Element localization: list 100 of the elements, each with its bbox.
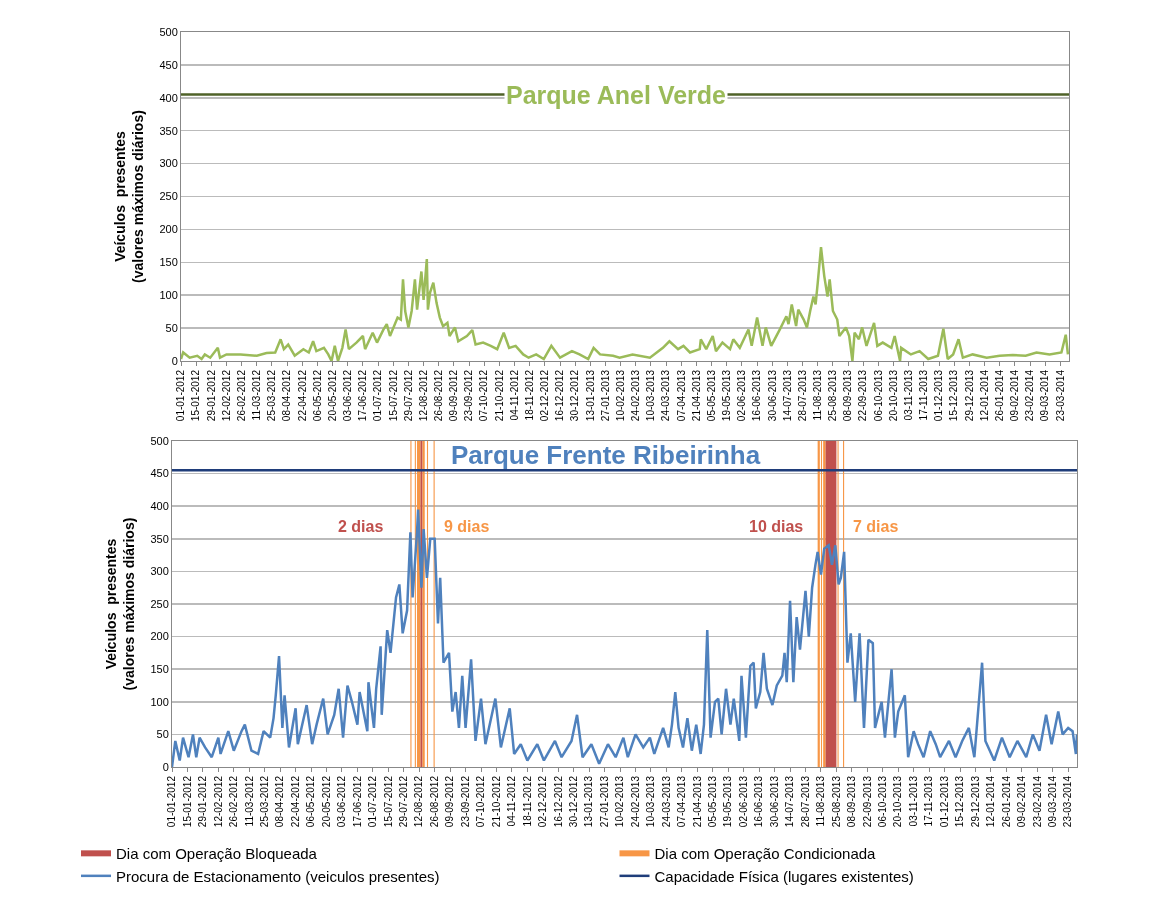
x-tick-label: 09-03-2014	[1039, 369, 1051, 422]
y-tick-label: 250	[159, 190, 178, 203]
x-tick-label: 14-07-2013	[781, 369, 793, 422]
x-tick-label: 30-12-2012	[567, 775, 579, 828]
y-tick-label: 400	[159, 91, 178, 104]
x-tick-label: 01-07-2012	[372, 369, 384, 422]
x-tick-label: 20-05-2012	[320, 775, 332, 828]
x-tick-label: 01-12-2013	[933, 369, 945, 422]
y-tick-label: 100	[150, 695, 169, 708]
x-tick-label: 04-11-2012	[506, 775, 518, 827]
x-tick-label: 12-02-2012	[212, 775, 224, 828]
x-tick-label: 11-08-2013	[815, 775, 827, 827]
x-tick-label: 29-07-2012	[398, 775, 410, 828]
x-tick-label: 15-12-2013	[948, 369, 960, 422]
x-tick-label: 16-06-2013	[753, 775, 765, 828]
x-tick-label: 23-02-2014	[1031, 775, 1043, 828]
x-tick-label: 07-10-2012	[478, 369, 490, 422]
x-tick-label: 16-12-2012	[554, 369, 566, 422]
x-tick-label: 23-09-2012	[463, 369, 475, 422]
x-tick-label: 27-01-2013	[598, 775, 610, 828]
x-tick-label: 05-05-2013	[705, 369, 717, 422]
y-tick-label: 200	[159, 223, 178, 236]
x-tick-label: 23-03-2014	[1062, 775, 1074, 828]
x-tick-label: 04-11-2012	[508, 369, 520, 421]
y-axis-title: Veículos presentes (valores máximos diários)	[102, 517, 138, 691]
legend-label: Capacidade Física (lugares existentes)	[654, 867, 914, 885]
x-tick-label: 18-11-2012	[523, 369, 535, 421]
x-tick-label: 07-04-2013	[675, 369, 687, 422]
x-tick-label: 25-08-2013	[827, 369, 839, 422]
x-tick-label: 08-04-2012	[274, 775, 286, 828]
x-tick-label: 12-01-2014	[985, 775, 997, 828]
x-tick-label: 06-10-2013	[872, 369, 884, 422]
y-axis-title: Veículos presentes (valores máximos diários)	[111, 110, 147, 283]
y-tick-label: 500	[150, 434, 169, 447]
x-tick-label: 06-05-2012	[311, 369, 323, 422]
x-tick-label: 05-05-2013	[707, 775, 719, 828]
x-tick-label: 01-07-2012	[367, 775, 379, 828]
x-tick-label: 09-09-2012	[448, 369, 460, 422]
x-tick-label: 21-04-2013	[690, 369, 702, 422]
x-tick-label: 12-01-2014	[978, 369, 990, 422]
x-tick-label: 02-06-2013	[736, 369, 748, 422]
x-tick-label: 08-04-2012	[281, 369, 293, 422]
x-tick-label: 24-03-2013	[660, 369, 672, 422]
x-tick-label: 12-02-2012	[220, 369, 232, 422]
x-tick-label: 11-08-2013	[812, 369, 824, 421]
y-tick-label: 100	[159, 289, 178, 302]
x-tick-label: 21-10-2012	[490, 775, 502, 828]
x-tick-label: 01-12-2013	[938, 775, 950, 828]
x-tick-label: 30-06-2013	[766, 369, 778, 422]
x-tick-label: 29-01-2012	[205, 369, 217, 422]
x-tick-label: 29-01-2012	[197, 775, 209, 828]
y-tick-label: 250	[150, 597, 169, 610]
x-tick-label: 16-12-2012	[552, 775, 564, 828]
y-tick-label: 0	[162, 760, 169, 773]
x-tick-label: 10-03-2013	[645, 775, 657, 828]
x-tick-label: 02-12-2012	[537, 775, 549, 828]
x-tick-label: 29-12-2013	[969, 775, 981, 828]
legend-label: Dia com Operação Condicionada	[654, 845, 877, 863]
y-tick-label: 150	[159, 256, 178, 269]
x-tick-label: 11-03-2012	[251, 369, 263, 421]
x-tick-label: 17-11-2013	[923, 775, 935, 827]
x-tick-label: 09-03-2014	[1046, 775, 1058, 828]
x-tick-label: 14-07-2013	[784, 775, 796, 828]
x-tick-label: 06-10-2013	[877, 775, 889, 828]
x-tick-label: 25-08-2013	[830, 775, 842, 828]
text: Parque Anel Verde	[506, 81, 727, 109]
x-tick-label: 23-09-2012	[459, 775, 471, 828]
x-tick-label: 03-06-2012	[342, 369, 354, 422]
y-tick-label: 350	[159, 124, 178, 137]
x-tick-label: 03-06-2012	[336, 775, 348, 828]
x-tick-label: 15-01-2012	[190, 369, 202, 422]
x-tick-label: 17-06-2012	[351, 775, 363, 828]
x-tick-label: 10-02-2013	[614, 369, 626, 422]
x-tick-label: 03-11-2013	[902, 369, 914, 421]
x-tick-label: 19-05-2013	[722, 775, 734, 828]
x-tick-label: 30-12-2012	[569, 369, 581, 422]
y-tick-label: 300	[150, 565, 169, 578]
x-tick-label: 15-01-2012	[181, 775, 193, 828]
x-tick-label: 17-11-2013	[918, 369, 930, 421]
annotation: 2 dias	[338, 518, 384, 535]
x-tick-label: 26-02-2012	[235, 369, 247, 422]
x-tick-label: 25-03-2012	[266, 369, 278, 422]
x-tick-label: 22-09-2013	[861, 775, 873, 828]
x-tick-label: 23-02-2014	[1024, 369, 1036, 422]
x-tick-label: 16-06-2013	[751, 369, 763, 422]
y-tick-label: 200	[150, 630, 169, 643]
x-tick-label: 20-10-2013	[887, 369, 899, 422]
x-tick-label: 07-04-2013	[676, 775, 688, 828]
x-tick-label: 21-04-2013	[691, 775, 703, 828]
chart-title: Parque Frente Ribeirinha	[451, 440, 761, 470]
y-tick-label: 300	[159, 157, 178, 170]
y-tick-label: 50	[156, 728, 169, 741]
x-tick-label: 19-05-2013	[721, 369, 733, 422]
x-tick-label: 01-01-2012	[166, 775, 178, 828]
x-tick-label: 08-09-2013	[846, 775, 858, 828]
x-tick-label: 08-09-2013	[842, 369, 854, 422]
y-tick-label: 0	[171, 354, 178, 367]
x-tick-label: 24-02-2013	[629, 775, 641, 828]
x-tick-label: 24-02-2013	[630, 369, 642, 422]
legend-label: Procura de Estacionamento (veiculos presentes)	[116, 867, 440, 885]
